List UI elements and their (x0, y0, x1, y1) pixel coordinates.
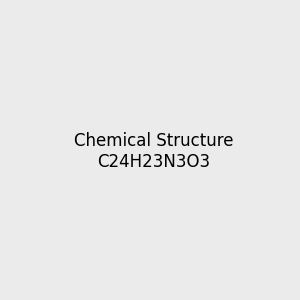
Text: Chemical Structure
C24H23N3O3: Chemical Structure C24H23N3O3 (74, 132, 233, 171)
